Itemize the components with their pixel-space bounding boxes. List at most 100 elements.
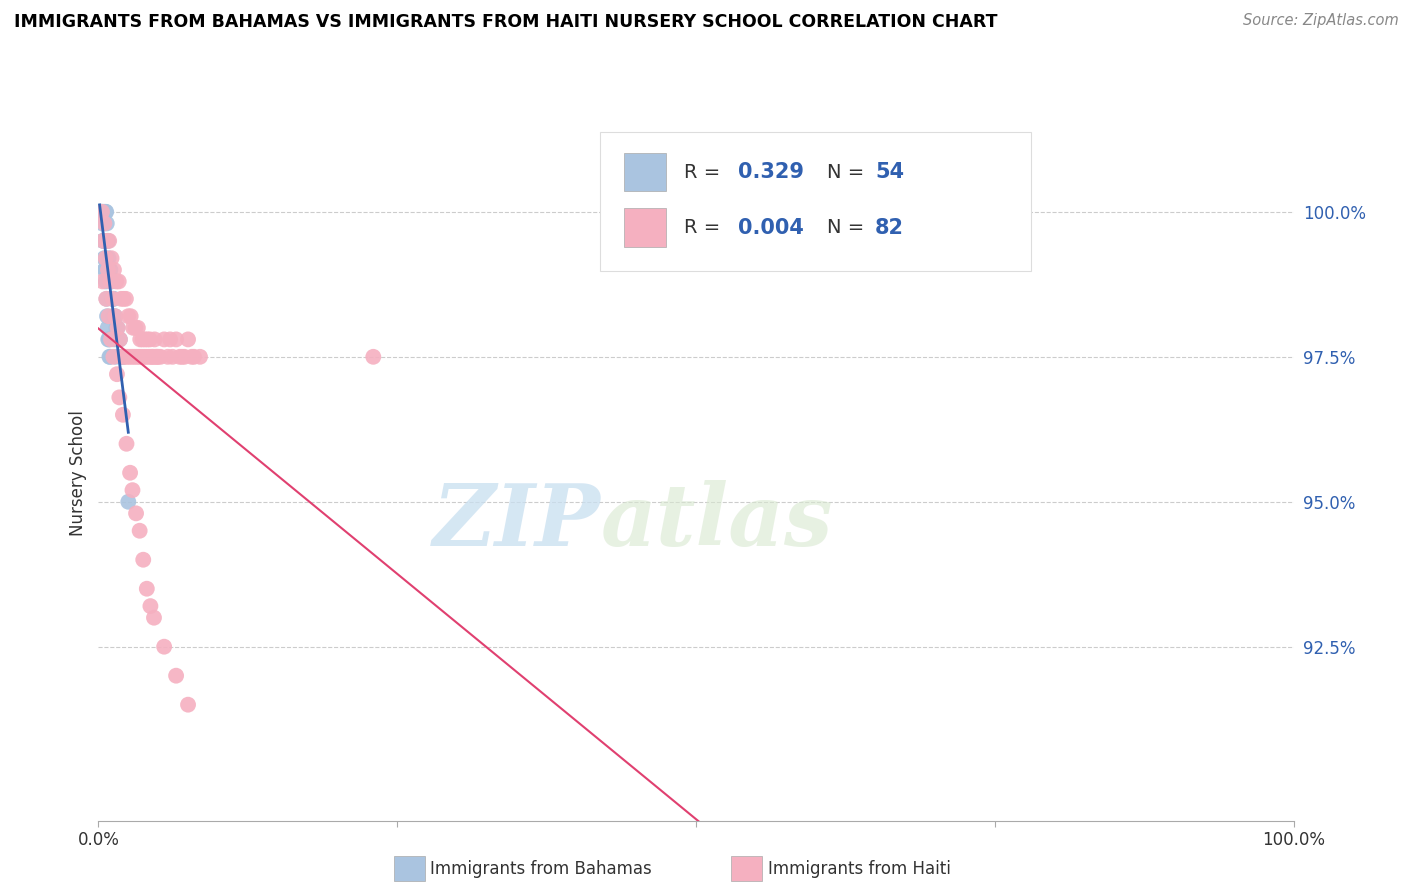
Point [159, 333, 181, 347]
Point [149, 350, 172, 364]
Point [115, 292, 138, 306]
Point [98, 234, 121, 248]
Point [132, 350, 155, 364]
Point [96, 234, 118, 248]
Point [96, 310, 118, 324]
Point [91, 205, 114, 219]
Point [135, 350, 157, 364]
Point [98, 263, 122, 277]
Text: R =: R = [685, 219, 727, 237]
Point [91, 217, 114, 231]
Point [103, 292, 125, 306]
Point [124, 350, 146, 364]
Point [111, 350, 134, 364]
Point [91, 234, 114, 248]
Point [122, 321, 145, 335]
Point [172, 350, 194, 364]
Point [91, 234, 114, 248]
Point [100, 275, 122, 289]
Text: Immigrants from Haiti: Immigrants from Haiti [768, 860, 950, 878]
Point [107, 275, 129, 289]
Point [94, 275, 117, 289]
Point [136, 333, 159, 347]
Point [145, 350, 167, 364]
Point [105, 368, 128, 382]
Point [138, 350, 160, 364]
Text: IMMIGRANTS FROM BAHAMAS VS IMMIGRANTS FROM HAITI NURSERY SCHOOL CORRELATION CHAR: IMMIGRANTS FROM BAHAMAS VS IMMIGRANTS FR… [14, 13, 998, 31]
Text: 0.329: 0.329 [738, 162, 804, 182]
Point [139, 599, 162, 614]
Point [117, 310, 139, 324]
Point [141, 350, 163, 364]
Point [156, 350, 179, 364]
Point [97, 333, 120, 347]
Point [111, 350, 134, 364]
Point [89, 205, 111, 219]
Point [93, 234, 115, 248]
Point [121, 350, 143, 364]
Point [131, 350, 153, 364]
Point [125, 350, 148, 364]
Point [94, 205, 117, 219]
Text: Source: ZipAtlas.com: Source: ZipAtlas.com [1243, 13, 1399, 29]
Text: 0.004: 0.004 [738, 218, 804, 238]
Point [127, 321, 149, 335]
Text: ZIP: ZIP [433, 480, 600, 563]
Point [94, 252, 117, 266]
Point [90, 205, 112, 219]
Text: R =: R = [685, 162, 727, 182]
Point [115, 437, 138, 451]
Point [105, 275, 128, 289]
Point [165, 333, 187, 347]
Point [112, 292, 135, 306]
Point [139, 333, 162, 347]
Point [98, 263, 121, 277]
Point [124, 321, 146, 335]
Point [148, 350, 170, 364]
FancyBboxPatch shape [600, 132, 1031, 271]
Point [129, 333, 152, 347]
Point [104, 310, 127, 324]
Point [97, 310, 120, 324]
Text: 82: 82 [875, 218, 904, 238]
Point [112, 350, 135, 364]
Point [131, 333, 153, 347]
Point [162, 350, 184, 364]
Point [135, 582, 157, 596]
Point [111, 408, 134, 422]
Point [97, 321, 120, 335]
Point [114, 350, 136, 364]
Point [125, 507, 148, 521]
Point [177, 333, 200, 347]
Point [105, 321, 128, 335]
Point [103, 310, 125, 324]
Point [188, 350, 211, 364]
Point [98, 350, 121, 364]
Text: 54: 54 [875, 162, 904, 182]
Point [96, 292, 118, 306]
Point [90, 205, 112, 219]
Point [93, 205, 115, 219]
Point [363, 350, 385, 364]
Point [142, 350, 165, 364]
Point [104, 350, 127, 364]
Point [134, 333, 156, 347]
Point [110, 292, 132, 306]
Point [90, 205, 112, 219]
FancyBboxPatch shape [624, 209, 666, 247]
Point [103, 350, 125, 364]
Point [97, 252, 120, 266]
Point [108, 391, 131, 405]
Point [110, 350, 132, 364]
Point [97, 333, 120, 347]
Point [93, 205, 115, 219]
Point [101, 292, 124, 306]
Point [89, 205, 111, 219]
Point [103, 263, 125, 277]
Point [91, 205, 114, 219]
Point [121, 483, 143, 498]
Point [177, 698, 200, 712]
Point [120, 466, 142, 480]
Point [96, 292, 118, 306]
Point [173, 350, 195, 364]
